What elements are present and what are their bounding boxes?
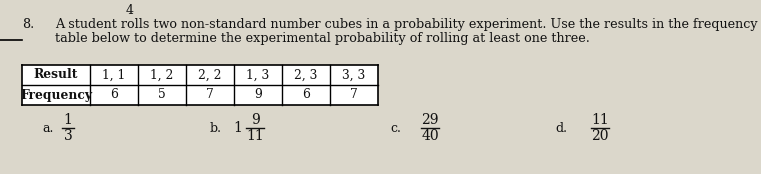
Text: 11: 11 <box>591 113 609 127</box>
Text: 20: 20 <box>591 129 609 143</box>
Text: 7: 7 <box>206 89 214 101</box>
Text: 3, 3: 3, 3 <box>342 69 365 81</box>
Text: 9: 9 <box>254 89 262 101</box>
Text: Result: Result <box>33 69 78 81</box>
Text: d.: d. <box>555 121 567 135</box>
Text: 40: 40 <box>421 129 439 143</box>
Text: 1: 1 <box>64 113 72 127</box>
Text: 1: 1 <box>233 121 242 135</box>
Bar <box>22 65 378 105</box>
Text: Frequency: Frequency <box>20 89 92 101</box>
Text: 11: 11 <box>246 129 264 143</box>
Text: 29: 29 <box>422 113 439 127</box>
Text: 4: 4 <box>126 4 134 17</box>
Text: 7: 7 <box>350 89 358 101</box>
Text: b.: b. <box>210 121 222 135</box>
Text: A student rolls two non-standard number cubes in a probability experiment. Use t: A student rolls two non-standard number … <box>55 18 758 31</box>
Text: 2, 2: 2, 2 <box>199 69 221 81</box>
Text: c.: c. <box>390 121 401 135</box>
Text: 1, 3: 1, 3 <box>247 69 269 81</box>
Text: 1, 1: 1, 1 <box>103 69 126 81</box>
Text: 3: 3 <box>64 129 72 143</box>
Text: 6: 6 <box>110 89 118 101</box>
Text: 5: 5 <box>158 89 166 101</box>
Text: 8.: 8. <box>22 18 34 31</box>
Text: table below to determine the experimental probability of rolling at least one th: table below to determine the experimenta… <box>55 32 590 45</box>
Text: 6: 6 <box>302 89 310 101</box>
Text: 9: 9 <box>250 113 260 127</box>
Text: 1, 2: 1, 2 <box>151 69 174 81</box>
Text: 2, 3: 2, 3 <box>295 69 317 81</box>
Text: a.: a. <box>42 121 53 135</box>
